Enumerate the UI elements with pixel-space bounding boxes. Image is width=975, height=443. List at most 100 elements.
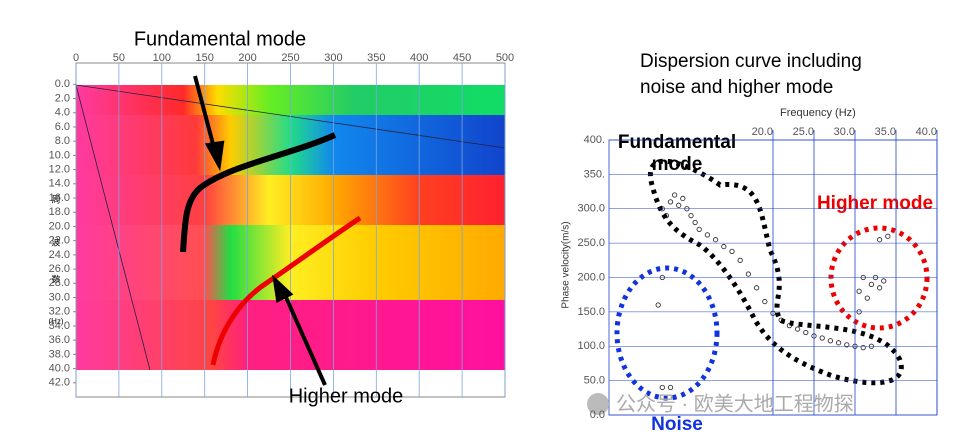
y-tick-label: 2.0: [55, 92, 70, 104]
point: [794, 326, 801, 332]
watermark-icon: [587, 393, 609, 415]
point: [721, 243, 727, 250]
point: [692, 219, 698, 226]
point: [696, 226, 702, 233]
annotation: Higher mode: [289, 385, 404, 407]
x-tick-label: 250: [281, 52, 299, 64]
y-label: 波: [51, 236, 60, 247]
x-tick-label: 500: [496, 52, 514, 64]
title: noise and higher mode: [640, 77, 833, 98]
point: [753, 285, 760, 291]
point: [803, 329, 809, 336]
point: [827, 338, 834, 344]
point: [712, 237, 719, 243]
y-tick-label: 20.0: [49, 220, 70, 232]
annotation: Fundamental mode: [134, 28, 306, 50]
point: [868, 281, 875, 288]
x-tick-label: 30.0: [834, 126, 855, 138]
y-tick-label: 32.0: [49, 306, 70, 318]
x-tick-label: 150: [196, 52, 214, 64]
fundamental-curve: [180, 132, 337, 253]
y-tick-label: 22.0: [49, 235, 70, 247]
x-tick-label: 200: [238, 52, 256, 64]
x-tick-label: 50: [113, 52, 125, 64]
x-tick-label: 40.0: [916, 126, 937, 138]
annotation: Fundamental: [618, 132, 736, 153]
point: [876, 285, 883, 291]
x-tick-label: 100: [153, 52, 171, 64]
y-tick-label: 14.0: [49, 178, 70, 190]
point: [819, 335, 825, 341]
y-tick-label: 50.0: [584, 375, 605, 387]
y-tick-label: 40.0: [49, 362, 70, 374]
y-tick-label: 34.0: [49, 320, 70, 332]
higher-curve: [210, 215, 362, 366]
y-tick-label: 26.0: [49, 263, 70, 275]
y-tick-label: 36.0: [49, 334, 70, 346]
x-tick-label: 400: [410, 52, 428, 64]
point: [688, 212, 694, 219]
annotation: mode: [652, 154, 703, 175]
y-tick-label: 18.0: [49, 206, 70, 218]
y-tick-label: 8.0: [55, 135, 70, 147]
y-tick-label: 200.0: [577, 271, 605, 283]
x-label: Frequency (Hz): [780, 107, 856, 119]
y-tick-label: 250.0: [577, 237, 605, 249]
point: [864, 295, 870, 301]
point: [885, 233, 891, 239]
y-tick-label: 300.0: [577, 203, 605, 215]
annotation: Higher mode: [817, 193, 933, 214]
point: [667, 199, 674, 205]
y-tick-label: 16.0: [49, 192, 70, 204]
point: [655, 302, 661, 308]
y-label: 周: [51, 194, 60, 204]
y-tick-label: 150.0: [577, 306, 605, 318]
y-tick-label: 42.0: [49, 377, 70, 389]
point: [704, 232, 711, 238]
y-tick-label: 10.0: [49, 149, 70, 161]
point: [680, 195, 686, 202]
y-label: Phase velocity(m/s): [561, 221, 572, 308]
x-tick-label: 350: [367, 52, 385, 64]
y-tick-label: 0.0: [55, 78, 70, 90]
x-tick-label: 25.0: [793, 126, 814, 138]
point: [762, 298, 768, 305]
y-tick-label: 0.0: [590, 409, 605, 421]
y-tick-label: 28.0: [49, 277, 70, 289]
title: Dispersion curve including: [640, 51, 862, 72]
y-tick-label: 350.: [584, 168, 605, 180]
y-label: 数: [51, 273, 60, 284]
y-tick-label: 100.0: [577, 340, 605, 352]
point: [881, 278, 887, 284]
y-tick-label: 38.0: [49, 348, 70, 360]
spectrogram: [75, 62, 506, 398]
point: [745, 271, 752, 277]
arrows: [193, 75, 327, 386]
annotation: Noise: [651, 414, 703, 435]
y-tick-label: 4.0: [55, 107, 70, 119]
y-tick-label: 24.0: [49, 249, 70, 261]
y-tick-label: 12.0: [49, 164, 70, 176]
x-tick-label: 35.0: [875, 126, 896, 138]
point: [860, 344, 866, 351]
highlight-outlines: [614, 158, 930, 401]
point: [676, 202, 682, 208]
watermark: 公众号 · 欧美大地工程物探: [616, 392, 854, 415]
point: [667, 384, 674, 391]
y-tick-label: 400.: [584, 134, 605, 146]
x-tick-label: 0: [73, 52, 79, 64]
y-label: (Hz): [48, 317, 63, 326]
point: [729, 248, 735, 255]
point: [856, 288, 862, 294]
point: [876, 237, 883, 243]
point: [835, 340, 842, 346]
y-tick-label: 6.0: [55, 121, 70, 133]
point: [737, 257, 743, 263]
x-tick-label: 20.0: [752, 126, 773, 138]
point: [659, 384, 665, 391]
x-tick-label: 450: [453, 52, 471, 64]
y-tick-label: 30.0: [49, 291, 70, 303]
x-tick-label: 300: [324, 52, 342, 64]
point: [671, 192, 678, 198]
